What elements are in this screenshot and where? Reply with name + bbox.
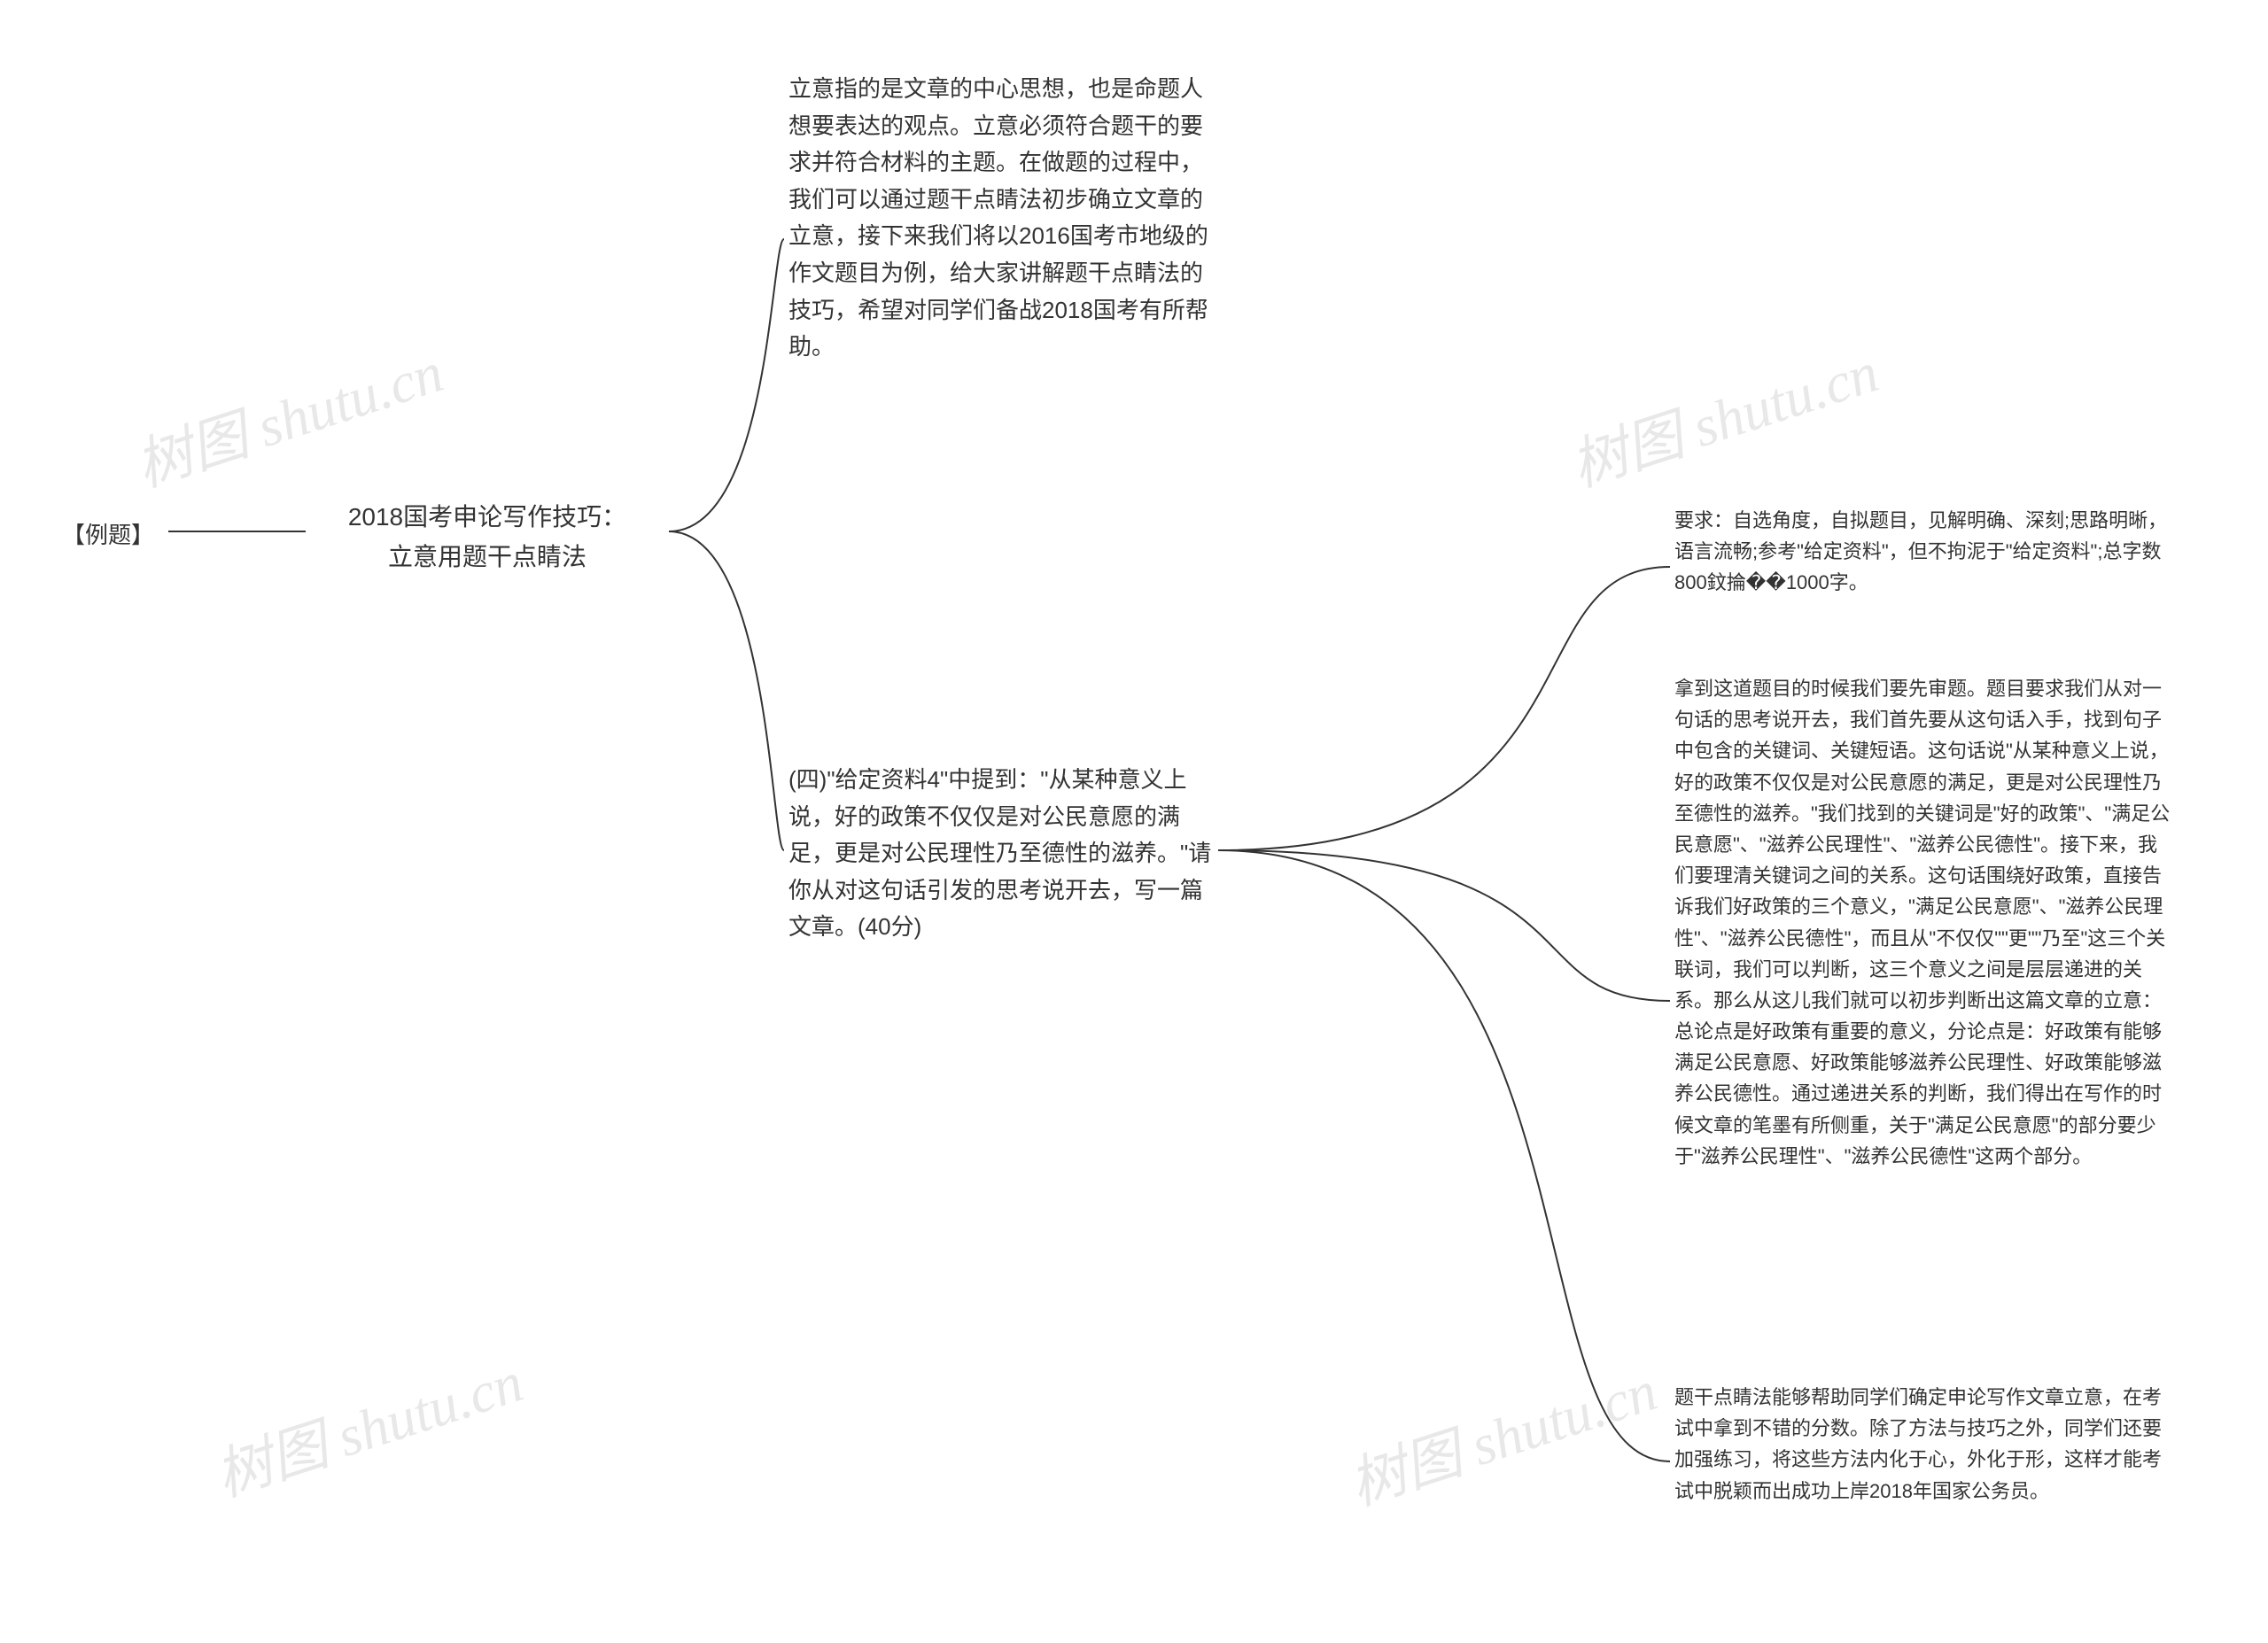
watermark-text: 树图 shutu.cn [204,1337,532,1512]
leaf-requirements: 要求：自选角度，自拟题目，见解明确、深刻;思路明晰，语言流畅;参考"给定资料"，… [1674,505,2171,599]
branch-question-prompt: (四)"给定资料4"中提到："从某种意义上说，好的政策不仅仅是对公民意愿的满足，… [788,762,1214,946]
leaf-analysis: 拿到这道题目的时候我们要先审题。题目要求我们从对一句话的思考说开去，我们首先要从… [1674,673,2171,1172]
watermark-text: 树图 shutu.cn [124,327,452,502]
watermark-text: 树图 shutu.cn [1338,1345,1666,1521]
leaf-conclusion: 题干点睛法能够帮助同学们确定申论写作文章立意，在考试中拿到不错的分数。除了方法与… [1674,1382,2171,1507]
branch-intro-paragraph: 立意指的是文章的中心思想，也是命题人想要表达的观点。立意必须符合题干的要求并符合… [788,71,1214,366]
example-label: 【例题】 [62,517,204,554]
watermark-text: 树图 shutu.cn [1559,327,1887,502]
root-node-title: 2018国考申论写作技巧： 立意用题干点睛法 [310,498,664,577]
